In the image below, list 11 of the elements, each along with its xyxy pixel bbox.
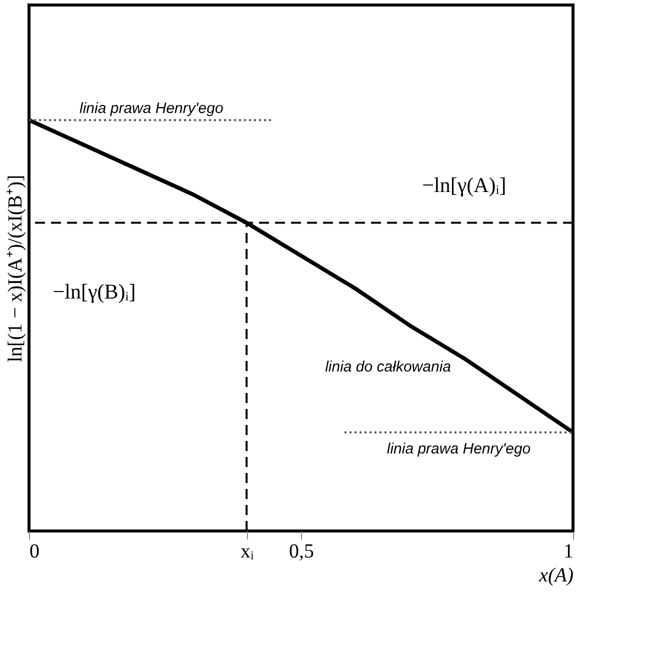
x-tick-label: 0 xyxy=(30,540,40,562)
series-label: linia prawa Henry'ego xyxy=(386,440,531,458)
annotation: −ln[γ(B)ᵢ] xyxy=(52,280,136,304)
x-tick-label: xᵢ xyxy=(240,540,254,562)
series-label: linia prawa Henry'ego xyxy=(80,100,224,118)
y-axis-title: ln[(1 − x)I(A⁺)/(xI(B⁺)] xyxy=(4,174,26,362)
x-axis-title: x(A) xyxy=(538,564,574,586)
x-tick-label: 0,5 xyxy=(289,540,314,562)
annotation: −ln[γ(A)ᵢ] xyxy=(422,172,506,197)
annotation: linia do całkowania xyxy=(325,358,451,376)
x-tick-label: 1 xyxy=(564,540,574,562)
